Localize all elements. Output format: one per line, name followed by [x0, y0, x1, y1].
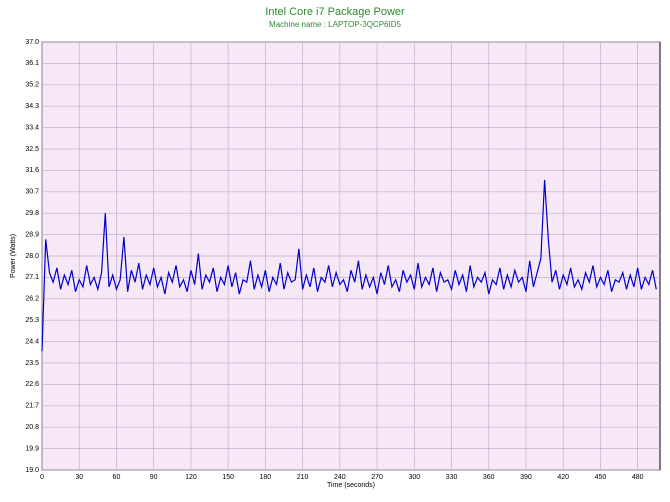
y-tick-label: 36.1: [25, 60, 39, 67]
y-tick-label: 29.8: [25, 210, 39, 217]
y-tick-label: 19.0: [25, 467, 39, 474]
x-tick-label: 150: [222, 474, 234, 481]
data-line: [41, 179, 657, 352]
x-tick-label: 30: [75, 474, 83, 481]
y-tick-label: 34.3: [25, 103, 39, 110]
chart-subtitle: Machine name : LAPTOP-3QCP6ID5: [269, 20, 401, 29]
y-tick-label: 27.1: [25, 274, 39, 281]
y-tick-label: 22.6: [25, 381, 39, 388]
x-tick-label: 240: [334, 474, 346, 481]
y-tick-label: 20.8: [25, 424, 39, 431]
x-tick-label: 120: [185, 474, 197, 481]
y-tick-label: 37.0: [25, 39, 39, 46]
x-axis-label: Time (seconds): [327, 482, 375, 489]
y-tick-label: 26.2: [25, 296, 39, 303]
x-tick-label: 390: [520, 474, 532, 481]
y-axis-label: Power (Watts): [10, 234, 17, 278]
x-tick-label: 300: [408, 474, 420, 481]
x-tick-label: 360: [483, 474, 495, 481]
y-tick-label: 19.9: [25, 445, 39, 452]
x-tick-label: 0: [40, 474, 44, 481]
chart-title: Intel Core i7 Package Power: [265, 6, 405, 18]
x-tick-label: 210: [297, 474, 309, 481]
y-tick-label: 35.2: [25, 82, 39, 89]
x-tick-label: 450: [595, 474, 607, 481]
y-tick-label: 23.5: [25, 360, 39, 367]
y-tick-label: 28.9: [25, 231, 39, 238]
y-tick-label: 21.7: [25, 403, 39, 410]
y-tick-label: 25.3: [25, 317, 39, 324]
y-tick-label: 31.6: [25, 167, 39, 174]
x-tick-label: 480: [632, 474, 644, 481]
x-tick-label: 90: [150, 474, 158, 481]
y-tick-label: 33.4: [25, 124, 39, 131]
x-tick-label: 420: [557, 474, 569, 481]
x-tick-label: 180: [260, 474, 272, 481]
x-tick-label: 330: [446, 474, 458, 481]
x-tick-label: 270: [371, 474, 383, 481]
y-tick-label: 24.4: [25, 338, 39, 345]
y-tick-label: 28.0: [25, 253, 39, 260]
y-tick-label: 30.7: [25, 189, 39, 196]
y-tick-label: 32.5: [25, 146, 39, 153]
x-tick-label: 60: [113, 474, 121, 481]
